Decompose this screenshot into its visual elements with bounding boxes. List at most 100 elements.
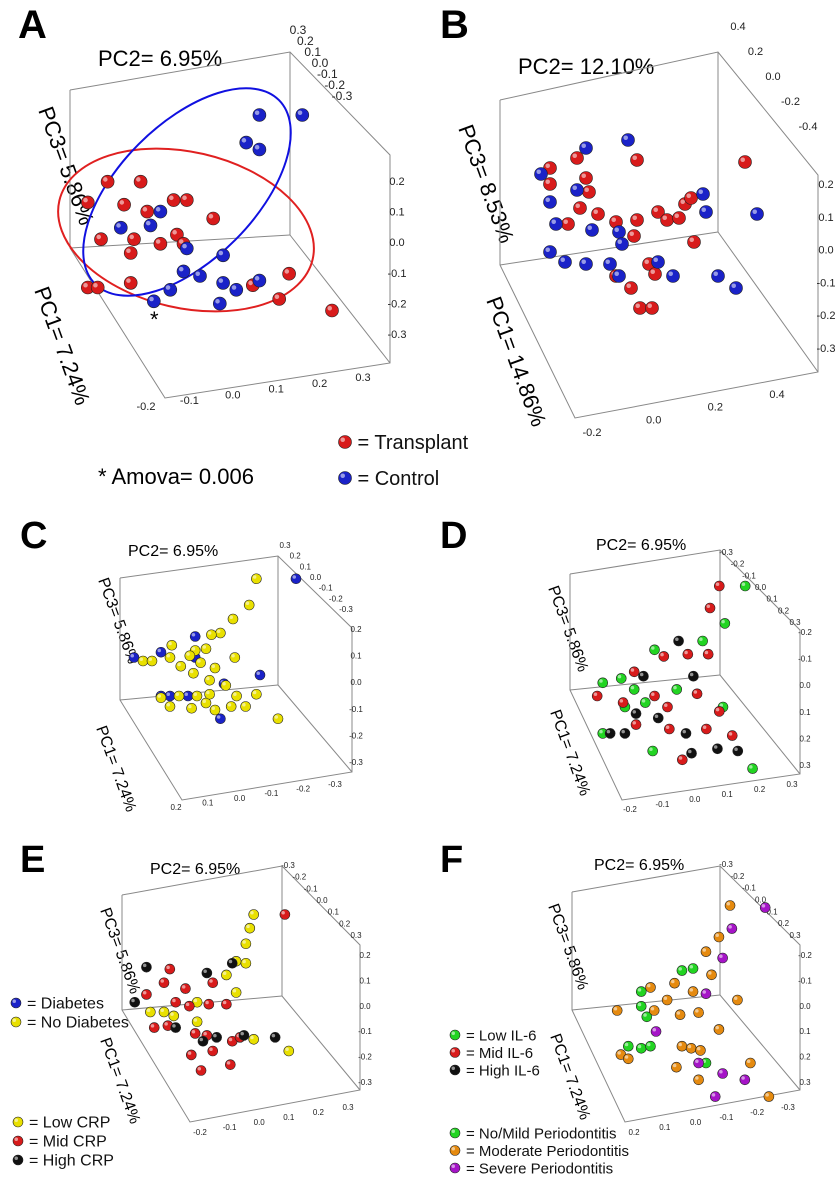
panel-d-point-black-highlight bbox=[675, 637, 679, 641]
panel-a-point-blue bbox=[252, 142, 267, 157]
panel-b-point-blue bbox=[603, 257, 617, 271]
panel-d-point-red bbox=[617, 697, 629, 708]
panel-d-point-black bbox=[630, 708, 642, 719]
panel-f-point-orange bbox=[724, 900, 736, 911]
panel-e-pc1-tick-label: -0.1 bbox=[223, 1123, 237, 1132]
panel-a-point-red-highlight bbox=[178, 239, 184, 244]
panel-a-point-blue bbox=[252, 273, 267, 288]
panel-e-letter: E bbox=[20, 839, 45, 881]
panel-e-point-yellow-highlight bbox=[242, 940, 246, 944]
panel-c-point-yellow bbox=[173, 690, 185, 702]
panel-a-point-blue-highlight bbox=[195, 271, 201, 276]
panel-d-point-red-highlight bbox=[665, 725, 670, 729]
panel-b-point-red-highlight bbox=[629, 231, 634, 237]
panel-e-point-red bbox=[148, 1022, 160, 1033]
panel-a-point-blue-highlight bbox=[254, 276, 260, 281]
panel-f-pc2-tick-label: 0.1 bbox=[766, 907, 778, 916]
panel-b-point-red-highlight bbox=[647, 303, 652, 308]
panel-e-point-black-highlight bbox=[172, 1024, 176, 1028]
panel-d-point-green bbox=[628, 684, 640, 695]
panel-c-points bbox=[128, 573, 302, 725]
panel-c-point-blue-highlight bbox=[292, 575, 296, 579]
panel-d-point-red bbox=[649, 690, 660, 702]
panel-a-pc2-tick-label: -0.3 bbox=[332, 89, 353, 103]
panel-e-point-red-highlight bbox=[142, 990, 147, 995]
panel-f-point-purple bbox=[700, 988, 712, 1000]
panel-c-point-yellow bbox=[155, 692, 167, 704]
panel-d-point-red-highlight bbox=[706, 604, 711, 608]
panel-a-pc1-tick-label: 0.3 bbox=[355, 372, 370, 384]
panel-f-point-purple-highlight bbox=[695, 1059, 699, 1063]
panel-e-pc1-tick-label: 0.2 bbox=[313, 1108, 325, 1117]
panel-e-pc2-tick-label: -0.2 bbox=[292, 873, 306, 882]
panel-b-box bbox=[499, 51, 819, 419]
panel-f-point-orange bbox=[700, 946, 712, 958]
panel-d-legend-swatch-red bbox=[449, 1047, 461, 1058]
panel-e-legend-swatch-yellow bbox=[12, 1116, 24, 1128]
panel-a-point-blue-highlight bbox=[218, 278, 224, 283]
panel-f-point-orange bbox=[661, 994, 673, 1006]
panel-e-point-red-highlight bbox=[187, 1051, 192, 1055]
panel-d-pc3-tick-label: -0.2 bbox=[798, 628, 812, 637]
panel-a-point-red-highlight bbox=[129, 234, 135, 240]
panel-d-point-red-highlight bbox=[728, 732, 733, 736]
panel-b-pc2-tick-label: 0.2 bbox=[748, 46, 763, 58]
panel-b-point-blue bbox=[558, 255, 572, 269]
panel-b-point-blue-highlight bbox=[752, 209, 757, 215]
panel-d-pc1-tick-label: 0.2 bbox=[754, 785, 766, 794]
panel-e-point-red bbox=[221, 998, 232, 1010]
panel-b-point-blue-highlight bbox=[560, 257, 565, 262]
panel-b-pc2-label: PC2= 12.10% bbox=[518, 54, 654, 79]
panel-b-point-blue-highlight bbox=[701, 207, 706, 213]
panel-a-point-blue bbox=[143, 218, 158, 233]
panel-a-significance-mark: * bbox=[150, 307, 159, 332]
panel-c-point-blue bbox=[182, 690, 194, 702]
panel-b-point-red-highlight bbox=[563, 219, 568, 225]
panel-b-point-red bbox=[645, 301, 659, 315]
panel-f-pc2-label: PC2= 6.95% bbox=[594, 857, 684, 874]
panel-c-point-blue-highlight bbox=[216, 715, 221, 719]
panel-e-pc2-tick-label: -0.3 bbox=[281, 861, 295, 870]
panel-a-point-blue bbox=[213, 296, 227, 311]
panel-d-point-green bbox=[697, 635, 708, 647]
panel-f-pc3-tick-label: 0.2 bbox=[799, 1053, 811, 1062]
panel-e-pc2-tick-label: -0.1 bbox=[304, 884, 318, 893]
panel-f-point-purple bbox=[717, 952, 728, 964]
panel-b-point-red-highlight bbox=[545, 163, 550, 169]
panel-b-point-blue-highlight bbox=[572, 185, 577, 191]
panel-b-pc2-tick-label: -0.2 bbox=[781, 96, 800, 108]
panel-e-point-yellow bbox=[240, 938, 252, 950]
panel-f-point-orange bbox=[687, 986, 699, 997]
panel-c-point-yellow-highlight bbox=[188, 704, 192, 709]
panel-f-point-purple bbox=[759, 902, 771, 913]
panel-d-legend-label: = Low IL-6 bbox=[466, 1027, 536, 1044]
panel-d-point-red bbox=[713, 580, 725, 592]
panel-b-point-red-highlight bbox=[650, 269, 655, 274]
panel-d-point-red-highlight bbox=[702, 725, 707, 729]
panel-d-pc3-label: PC3= 5.86% bbox=[544, 584, 591, 675]
panel-b-point-blue bbox=[612, 225, 626, 239]
panel-d-pc2-tick-label: -0.2 bbox=[731, 560, 745, 569]
panel-a-pc3-tick-label: -0.3 bbox=[388, 329, 407, 341]
panel-e-point-yellow-highlight bbox=[160, 1008, 164, 1012]
panel-a-point-red-highlight bbox=[96, 234, 101, 240]
panel-f-legend-swatch-green bbox=[449, 1127, 461, 1139]
panel-b-point-blue-highlight bbox=[614, 227, 619, 233]
panel-d-point-green bbox=[649, 644, 660, 656]
panel-f-legend-swatch-purple-highlight bbox=[451, 1164, 455, 1168]
panel-a-point-blue-highlight bbox=[155, 207, 161, 212]
panel-b-point-red-highlight bbox=[740, 157, 745, 163]
panel-d-legend-swatch-black bbox=[449, 1064, 461, 1076]
panel-f-point-purple bbox=[717, 1068, 728, 1079]
panel-e-legend: = Low CRP = Mid CRP = High CRP bbox=[12, 1115, 114, 1170]
panel-c-point-yellow bbox=[229, 652, 241, 663]
panel-c-point-blue-highlight bbox=[130, 654, 134, 658]
panel-f: F PC2= 6.95% PC3= 5.86% PC1= 7.24% -0.3 -… bbox=[440, 839, 812, 1177]
panel-e-point-black-highlight bbox=[142, 963, 147, 968]
panel-a-point-red-highlight bbox=[208, 213, 214, 219]
panel-c-point-yellow bbox=[175, 660, 187, 672]
panel-e-point-black-highlight bbox=[240, 1031, 244, 1036]
panel-d-pc2-tick-label: 0.0 bbox=[755, 583, 767, 592]
panel-d-point-red bbox=[664, 723, 675, 735]
